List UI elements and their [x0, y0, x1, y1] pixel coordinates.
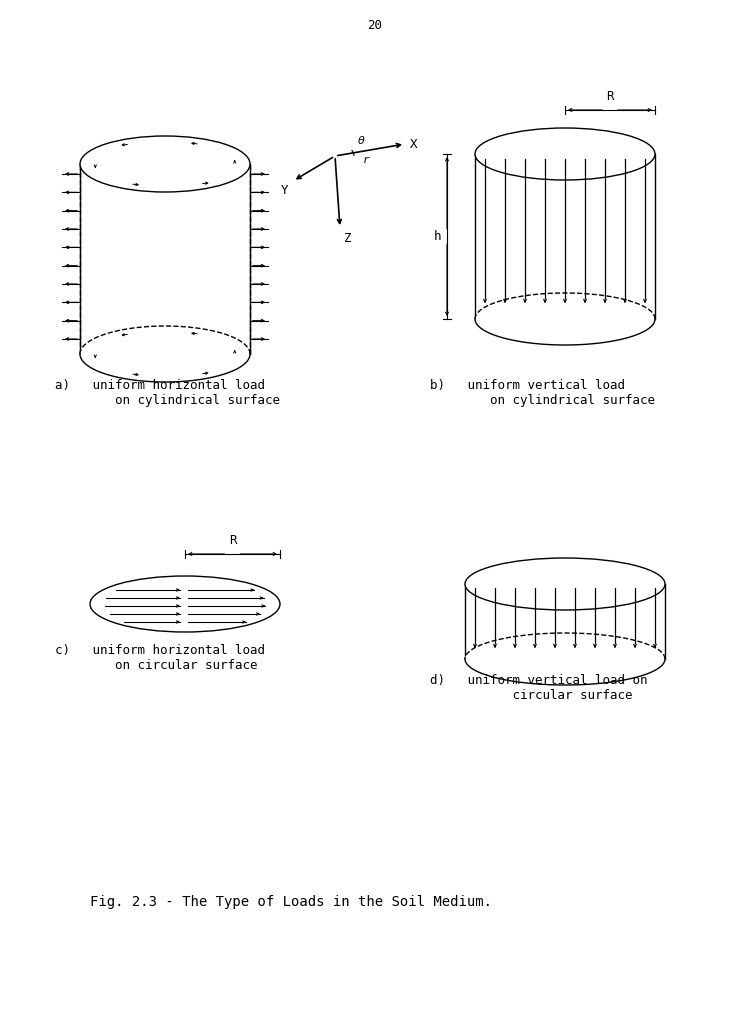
Ellipse shape — [475, 128, 655, 180]
Text: d)   uniform vertical load on
           circular surface: d) uniform vertical load on circular sur… — [430, 674, 647, 702]
Text: $\theta$: $\theta$ — [357, 134, 365, 146]
Ellipse shape — [90, 575, 280, 632]
Text: c)   uniform horizontal load
        on circular surface: c) uniform horizontal load on circular s… — [55, 644, 265, 672]
Text: b)   uniform vertical load
        on cylindrical surface: b) uniform vertical load on cylindrical … — [430, 379, 655, 407]
Text: R: R — [606, 90, 613, 103]
Text: X: X — [410, 137, 418, 151]
Text: R: R — [229, 534, 236, 547]
Ellipse shape — [465, 633, 665, 685]
Ellipse shape — [465, 558, 665, 610]
Text: h: h — [433, 230, 441, 243]
Ellipse shape — [475, 293, 655, 345]
Ellipse shape — [80, 326, 250, 382]
Text: r: r — [363, 155, 370, 165]
Text: Z: Z — [344, 232, 352, 245]
Text: Y: Y — [280, 184, 288, 197]
Text: Fig. 2.3 - The Type of Loads in the Soil Medium.: Fig. 2.3 - The Type of Loads in the Soil… — [90, 895, 492, 909]
Text: a)   uniform horizontal load
        on cylindrical surface: a) uniform horizontal load on cylindrica… — [55, 379, 280, 407]
Ellipse shape — [80, 136, 250, 193]
Text: 20: 20 — [368, 19, 382, 32]
